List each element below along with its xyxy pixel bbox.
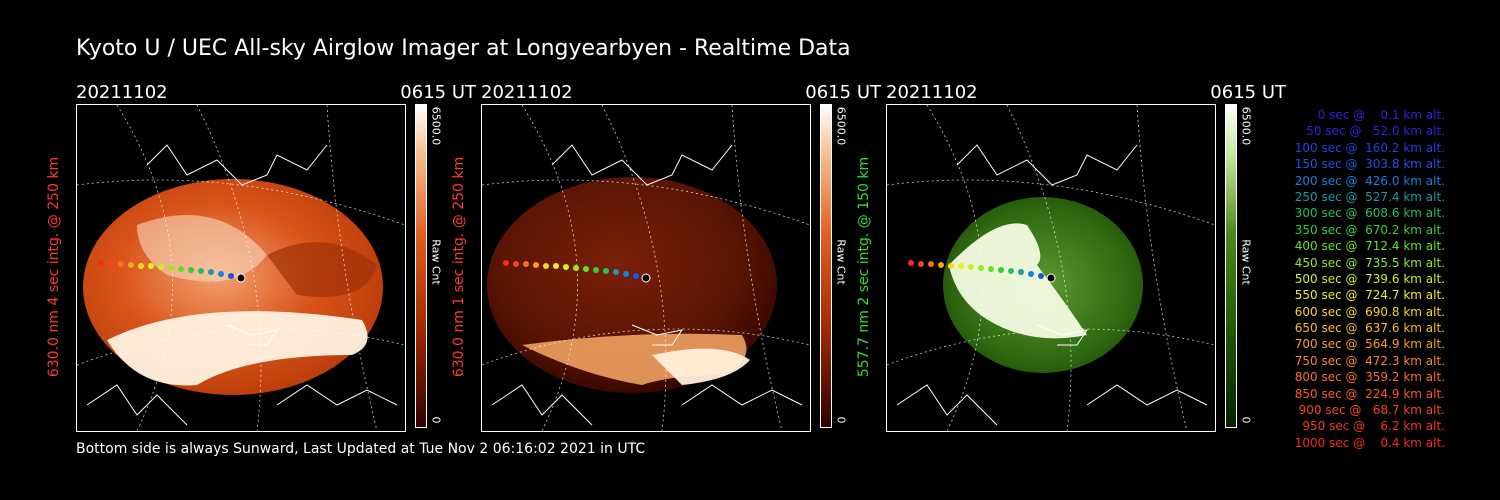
legend-row: 200 sec @ 426.0 km alt. bbox=[1290, 173, 1445, 188]
trajectory-dots bbox=[503, 260, 651, 283]
legend-row: 50 sec @ 52.0 km alt. bbox=[1298, 124, 1445, 139]
footer-note: Bottom side is always Sunward, Last Upda… bbox=[76, 441, 646, 457]
aurora-diffuse bbox=[137, 215, 267, 282]
legend-row: 250 sec @ 527.4 km alt. bbox=[1290, 189, 1445, 204]
colorbar bbox=[820, 104, 832, 428]
panel-date: 20211102 bbox=[481, 82, 573, 103]
legend-row: 850 sec @ 224.9 km alt. bbox=[1290, 386, 1445, 401]
colorbar-min: 0 bbox=[427, 414, 445, 426]
colorbar bbox=[1225, 104, 1237, 428]
legend-row: 700 sec @ 564.9 km alt. bbox=[1290, 337, 1445, 352]
colorbar-min-text: 0 bbox=[834, 416, 848, 424]
trajectory-dots bbox=[908, 260, 1056, 283]
legend-row: 100 sec @ 160.2 km alt. bbox=[1290, 140, 1445, 155]
panel-time: 0615 UT bbox=[400, 82, 476, 103]
aurora-bright bbox=[652, 348, 750, 385]
side-label-text: 630.0 nm 4 sec intg. @ 250 km bbox=[46, 156, 62, 378]
colorbar-unit-text: Raw Cnt bbox=[429, 239, 443, 285]
side-label-text: 557.7 nm 2 sec intg. @ 150 km bbox=[856, 156, 872, 378]
panel-side-label: 630.0 nm 4 sec intg. @ 250 km bbox=[42, 104, 66, 430]
panel-date: 20211102 bbox=[886, 82, 978, 103]
colorbar-max: 6500.0 bbox=[832, 106, 850, 146]
colorbar-unit: Raw Cnt bbox=[427, 232, 445, 292]
legend-row: 300 sec @ 608.6 km alt. bbox=[1290, 206, 1445, 221]
aurora-band bbox=[107, 311, 368, 386]
colorbar bbox=[415, 104, 427, 428]
panel-date: 20211102 bbox=[76, 82, 168, 103]
allsky-image bbox=[886, 104, 1216, 432]
allsky-image bbox=[76, 104, 406, 432]
legend-row: 0 sec @ 0.1 km alt. bbox=[1306, 108, 1445, 122]
allsky-map-svg bbox=[482, 105, 810, 431]
legend-row: 150 sec @ 303.8 km alt. bbox=[1290, 157, 1445, 172]
legend-row: 450 sec @ 735.5 km alt. bbox=[1290, 255, 1445, 270]
legend-row: 550 sec @ 724.7 km alt. bbox=[1290, 288, 1445, 303]
panel-time: 0615 UT bbox=[805, 82, 881, 103]
colorbar-min: 0 bbox=[832, 414, 850, 426]
coastlines bbox=[896, 144, 1208, 426]
legend-row: 1000 sec @ 0.4 km alt. bbox=[1294, 435, 1445, 450]
airglow-panel-1: 20211102 0615 UT 630.0 nm 4 sec intg. @ … bbox=[46, 82, 476, 432]
airglow-panel-3: 20211102 0615 UT 557.7 nm 2 sec intg. @ … bbox=[856, 82, 1286, 432]
colorbar-max-text: 6500.0 bbox=[429, 106, 443, 146]
legend-row: 350 sec @ 670.2 km alt. bbox=[1290, 222, 1445, 237]
colorbar-max: 6500.0 bbox=[427, 106, 445, 146]
time-altitude-legend: 0 sec @ 0.1 km alt. 50 sec @ 52.0 km alt… bbox=[1250, 108, 1445, 452]
airglow-panel-2: 20211102 0615 UT 630.0 nm 1 sec intg. @ … bbox=[451, 82, 881, 432]
colorbar-max-text: 6500.0 bbox=[834, 106, 848, 146]
panel-side-label: 630.0 nm 1 sec intg. @ 250 km bbox=[447, 104, 471, 430]
trajectory-dots bbox=[98, 260, 246, 283]
side-label-text: 630.0 nm 1 sec intg. @ 250 km bbox=[451, 156, 467, 378]
page-title: Kyoto U / UEC All-sky Airglow Imager at … bbox=[76, 36, 851, 61]
legend-row: 500 sec @ 739.6 km alt. bbox=[1290, 271, 1445, 286]
legend-row: 950 sec @ 6.2 km alt. bbox=[1298, 419, 1445, 434]
legend-row: 900 sec @ 68.7 km alt. bbox=[1294, 403, 1445, 418]
legend-row: 650 sec @ 637.6 km alt. bbox=[1290, 321, 1445, 336]
dark-patch bbox=[267, 242, 377, 297]
coastlines bbox=[491, 144, 803, 426]
legend-row: 750 sec @ 472.3 km alt. bbox=[1290, 353, 1445, 368]
legend-row: 400 sec @ 712.4 km alt. bbox=[1290, 239, 1445, 254]
allsky-map-svg bbox=[887, 105, 1215, 431]
colorbar-min-text: 0 bbox=[429, 416, 443, 424]
coastlines bbox=[86, 144, 398, 426]
colorbar-unit: Raw Cnt bbox=[832, 232, 850, 292]
colorbar-unit-text: Raw Cnt bbox=[834, 239, 848, 285]
aurora-band bbox=[949, 223, 1087, 339]
legend-row: 600 sec @ 690.8 km alt. bbox=[1290, 304, 1445, 319]
legend-row: 800 sec @ 359.2 km alt. bbox=[1290, 370, 1445, 385]
panel-time: 0615 UT bbox=[1210, 82, 1286, 103]
allsky-image bbox=[481, 104, 811, 432]
panel-side-label: 557.7 nm 2 sec intg. @ 150 km bbox=[852, 104, 876, 430]
allsky-map-svg bbox=[77, 105, 405, 431]
